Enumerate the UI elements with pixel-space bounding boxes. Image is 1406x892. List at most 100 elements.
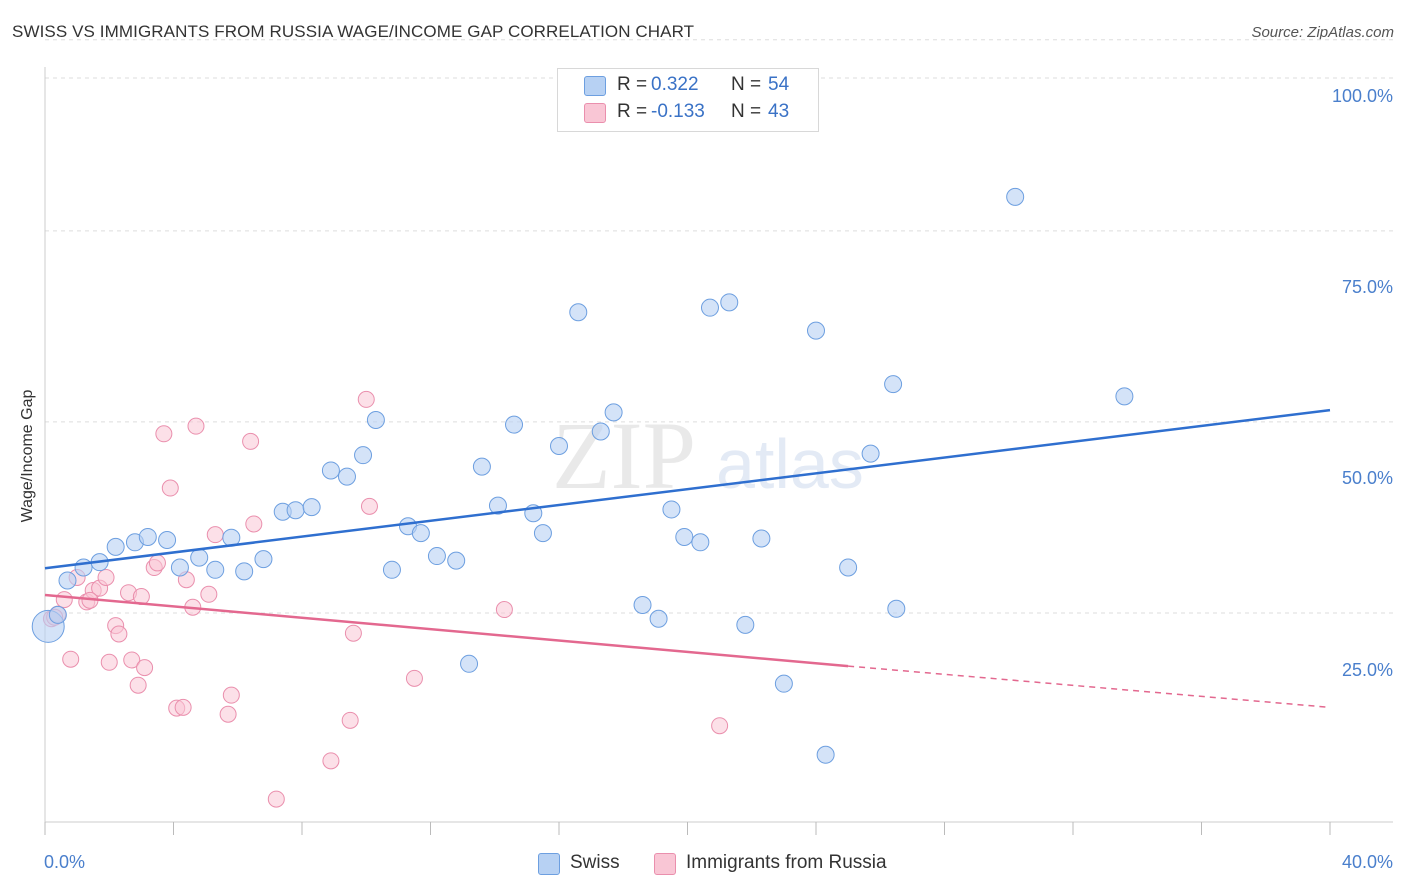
- legend-label-russia: Immigrants from Russia: [686, 852, 887, 873]
- n-value: 54: [768, 74, 790, 95]
- swiss-point: [411, 524, 430, 543]
- swiss-point: [633, 595, 652, 614]
- swiss-point: [816, 745, 835, 764]
- russia-point: [405, 669, 423, 687]
- watermark-atlas: atlas: [716, 425, 864, 503]
- swiss-point: [774, 674, 793, 693]
- russia-point: [55, 591, 73, 609]
- swiss-point: [736, 615, 755, 634]
- swiss-point: [604, 403, 623, 422]
- swiss-point: [106, 537, 125, 556]
- swiss-point: [58, 571, 77, 590]
- swiss-swatch: [584, 76, 606, 96]
- swiss-point: [138, 527, 157, 546]
- swiss-point: [321, 461, 340, 480]
- swiss-point: [460, 654, 479, 673]
- watermark-zip: ZIP: [552, 402, 696, 509]
- russia-point: [357, 390, 375, 408]
- n-label: N =: [731, 101, 762, 122]
- russia-point: [200, 585, 218, 603]
- swiss-point: [675, 527, 694, 546]
- swiss-point: [887, 599, 906, 618]
- swiss-point: [839, 558, 858, 577]
- swiss-point: [354, 446, 373, 465]
- swiss-point: [861, 444, 880, 463]
- n-label: N =: [731, 74, 762, 95]
- swiss-point: [337, 467, 356, 486]
- swiss-point: [206, 560, 225, 579]
- swiss-point: [48, 605, 67, 624]
- correlation-legend: R = 0.322 N = 54 R = -0.133 N = 43: [557, 68, 819, 132]
- y-tick-label: 25.0%: [1341, 660, 1393, 680]
- n-value: 43: [768, 101, 790, 122]
- legend-label-swiss: Swiss: [570, 852, 620, 873]
- watermark: ZIP atlas: [552, 402, 864, 509]
- swiss-point: [382, 560, 401, 579]
- r-label: R =: [617, 74, 648, 95]
- russia-point: [219, 705, 237, 723]
- russia-point: [97, 568, 115, 586]
- source-label: Source: ZipAtlas.com: [1251, 24, 1394, 41]
- swiss-point: [807, 321, 825, 340]
- russia-swatch: [654, 853, 676, 875]
- chart-title: SWISS VS IMMIGRANTS FROM RUSSIA WAGE/INC…: [12, 22, 695, 41]
- russia-point: [187, 417, 205, 435]
- swiss-point: [591, 422, 610, 441]
- swiss-point: [286, 501, 305, 520]
- russia-point: [174, 698, 192, 716]
- russia-point: [206, 526, 224, 544]
- russia-trend-line: [44, 593, 849, 668]
- swiss-point: [649, 609, 668, 628]
- swiss-point: [190, 548, 209, 567]
- russia-point: [711, 717, 729, 735]
- swiss-points: [31, 187, 1134, 764]
- swiss-point: [447, 551, 466, 570]
- russia-point: [267, 790, 285, 808]
- russia-point: [360, 497, 378, 515]
- r-value: -0.133: [651, 101, 705, 122]
- swiss-point: [752, 529, 771, 548]
- russia-point: [245, 515, 263, 533]
- swiss-trend-line: [44, 408, 1331, 570]
- swiss-point: [427, 547, 446, 566]
- swiss-point: [691, 533, 710, 552]
- x-tick-label-max: 40.0%: [1341, 852, 1393, 872]
- russia-point: [148, 554, 166, 572]
- swiss-point: [254, 550, 273, 569]
- swiss-point: [302, 498, 321, 517]
- russia-point: [322, 752, 340, 770]
- russia-point: [495, 601, 513, 619]
- swiss-point: [533, 524, 552, 543]
- r-label: R =: [617, 101, 648, 122]
- swiss-point: [662, 500, 681, 519]
- swiss-point: [158, 531, 177, 550]
- r-value: 0.322: [651, 74, 699, 95]
- y-tick-label: 75.0%: [1341, 277, 1393, 297]
- russia-point: [344, 624, 362, 642]
- russia-point: [341, 711, 359, 729]
- swiss-point: [720, 293, 739, 312]
- x-tick-label-min: 0.0%: [44, 852, 86, 872]
- russia-point: [62, 650, 80, 668]
- russia-point: [155, 425, 173, 443]
- axes: [44, 67, 1393, 835]
- y-tick-label: 100.0%: [1331, 86, 1393, 106]
- swiss-point: [1115, 387, 1134, 406]
- swiss-point: [550, 437, 568, 456]
- swiss-point: [884, 375, 903, 394]
- russia-swatch: [584, 103, 606, 123]
- russia-trend-extension: [848, 665, 1331, 709]
- russia-point: [123, 651, 141, 669]
- swiss-point: [488, 496, 507, 515]
- russia-point: [110, 625, 128, 643]
- swiss-point: [569, 303, 588, 322]
- swiss-point: [700, 298, 719, 317]
- swiss-swatch: [538, 853, 560, 875]
- swiss-point: [366, 411, 385, 430]
- russia-point: [100, 653, 118, 671]
- y-tick-label: 50.0%: [1341, 468, 1393, 488]
- swiss-point: [170, 558, 189, 577]
- swiss-point: [505, 415, 524, 434]
- swiss-point: [472, 457, 491, 476]
- russia-point: [136, 659, 154, 677]
